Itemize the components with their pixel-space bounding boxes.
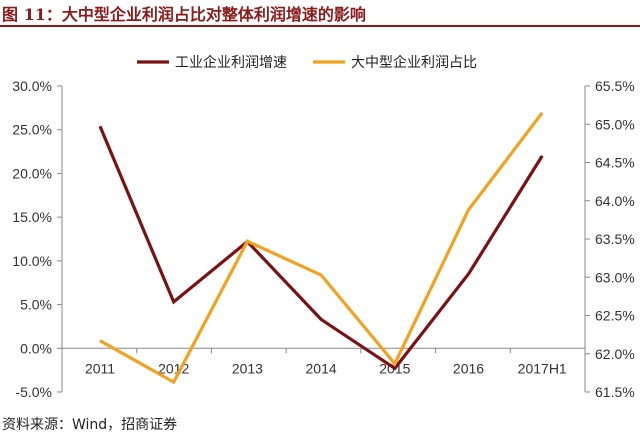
- left-axis-tick-label: 25.0%: [12, 122, 52, 138]
- right-axis-tick-label: 62.5%: [595, 308, 635, 324]
- left-axis-tick-label: 30.0%: [12, 78, 52, 94]
- right-axis-tick-label: 64.5%: [595, 155, 635, 171]
- legend-label-1: 工业企业利润增速: [175, 54, 287, 71]
- left-axis-tick-label: 5.0%: [20, 297, 52, 313]
- right-axis-tick-label: 64.0%: [595, 193, 635, 209]
- left-axis-tick-label: 20.0%: [12, 165, 52, 181]
- title-divider: [0, 25, 640, 27]
- series-line-2: [99, 111, 544, 385]
- axes: -5.0% 0.0% 5.0% 10.0% 15.0% 20.0% 25.0% 30.0% 61…: [12, 78, 634, 400]
- legend-label-2: 大中型企业利润占比: [351, 54, 477, 71]
- legend: 工业企业利润增速 大中型企业利润占比: [137, 54, 477, 71]
- right-axis-tick-label: 65.0%: [595, 116, 635, 132]
- right-axis-tick-label: 62.0%: [595, 346, 635, 362]
- left-axis-tick-label: -5.0%: [15, 384, 52, 400]
- figure-title: 图 11：大中型企业利润占比对整体利润增速的影响: [2, 5, 366, 24]
- left-axis-tick-label: 10.0%: [12, 253, 52, 269]
- series-lines: [98, 111, 544, 385]
- x-axis-tick-label: 2014: [306, 360, 337, 376]
- right-axis-tick-label: 63.5%: [595, 231, 635, 247]
- x-axis-tick-label: 2017H1: [518, 360, 567, 376]
- x-axis-tick-label: 2011: [85, 360, 115, 376]
- right-axis-tick-label: 65.5%: [595, 78, 635, 94]
- x-axis-tick-label: 2016: [453, 360, 484, 376]
- x-axis-tick-label: 2013: [232, 360, 263, 376]
- series-line-1: [98, 125, 544, 371]
- right-axis-tick-label: 63.0%: [595, 269, 635, 285]
- left-axis-tick-label: 15.0%: [12, 209, 52, 225]
- left-axis-tick-label: 0.0%: [20, 340, 52, 356]
- source-note: 资料来源：Wind，招商证券: [2, 417, 178, 433]
- right-axis-tick-label: 61.5%: [595, 384, 635, 400]
